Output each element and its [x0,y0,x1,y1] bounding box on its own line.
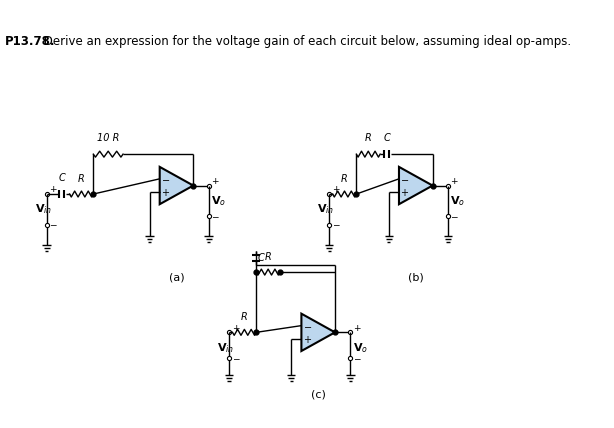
Text: R: R [365,133,371,143]
Text: $-$: $-$ [451,211,459,220]
Text: (a): (a) [169,272,184,282]
Text: R: R [78,174,85,184]
Polygon shape [301,314,335,351]
Text: +: + [231,324,239,333]
Text: +: + [49,185,56,194]
Text: +: + [451,177,458,186]
Text: $-$: $-$ [231,353,240,362]
Text: (b): (b) [408,272,424,282]
Text: R: R [341,174,348,184]
Text: $+$: $+$ [161,187,170,198]
Text: $\mathbf{V}_{in}$: $\mathbf{V}_{in}$ [317,202,335,216]
Text: $-$: $-$ [353,353,362,362]
Text: P13.78.: P13.78. [5,36,56,48]
Text: $-$: $-$ [332,219,340,228]
Text: C: C [257,253,264,263]
Text: Derive an expression for the voltage gain of each circuit below, assuming ideal : Derive an expression for the voltage gai… [40,36,571,48]
Text: $+$: $+$ [303,333,312,345]
Polygon shape [160,167,193,204]
Text: $-$: $-$ [400,174,410,184]
Text: $\mathbf{V}_{in}$: $\mathbf{V}_{in}$ [34,202,52,216]
Text: +: + [211,177,219,186]
Text: $\mathbf{V}_{in}$: $\mathbf{V}_{in}$ [217,341,235,355]
Text: $\mathbf{V}_o$: $\mathbf{V}_o$ [353,341,368,355]
Text: $-$: $-$ [211,211,220,220]
Text: $\mathbf{V}_o$: $\mathbf{V}_o$ [451,194,465,208]
Text: R: R [265,252,271,262]
Text: 10 R: 10 R [97,133,119,143]
Text: $-$: $-$ [303,321,312,330]
Text: (c): (c) [311,389,325,399]
Text: $\mathbf{V}_o$: $\mathbf{V}_o$ [211,194,226,208]
Polygon shape [399,167,433,204]
Text: +: + [353,324,360,333]
Text: C: C [58,173,65,183]
Text: $-$: $-$ [49,219,58,228]
Text: +: + [332,185,340,194]
Text: $+$: $+$ [400,187,410,198]
Text: R: R [241,312,248,322]
Text: C: C [383,133,390,143]
Text: $-$: $-$ [161,174,170,184]
